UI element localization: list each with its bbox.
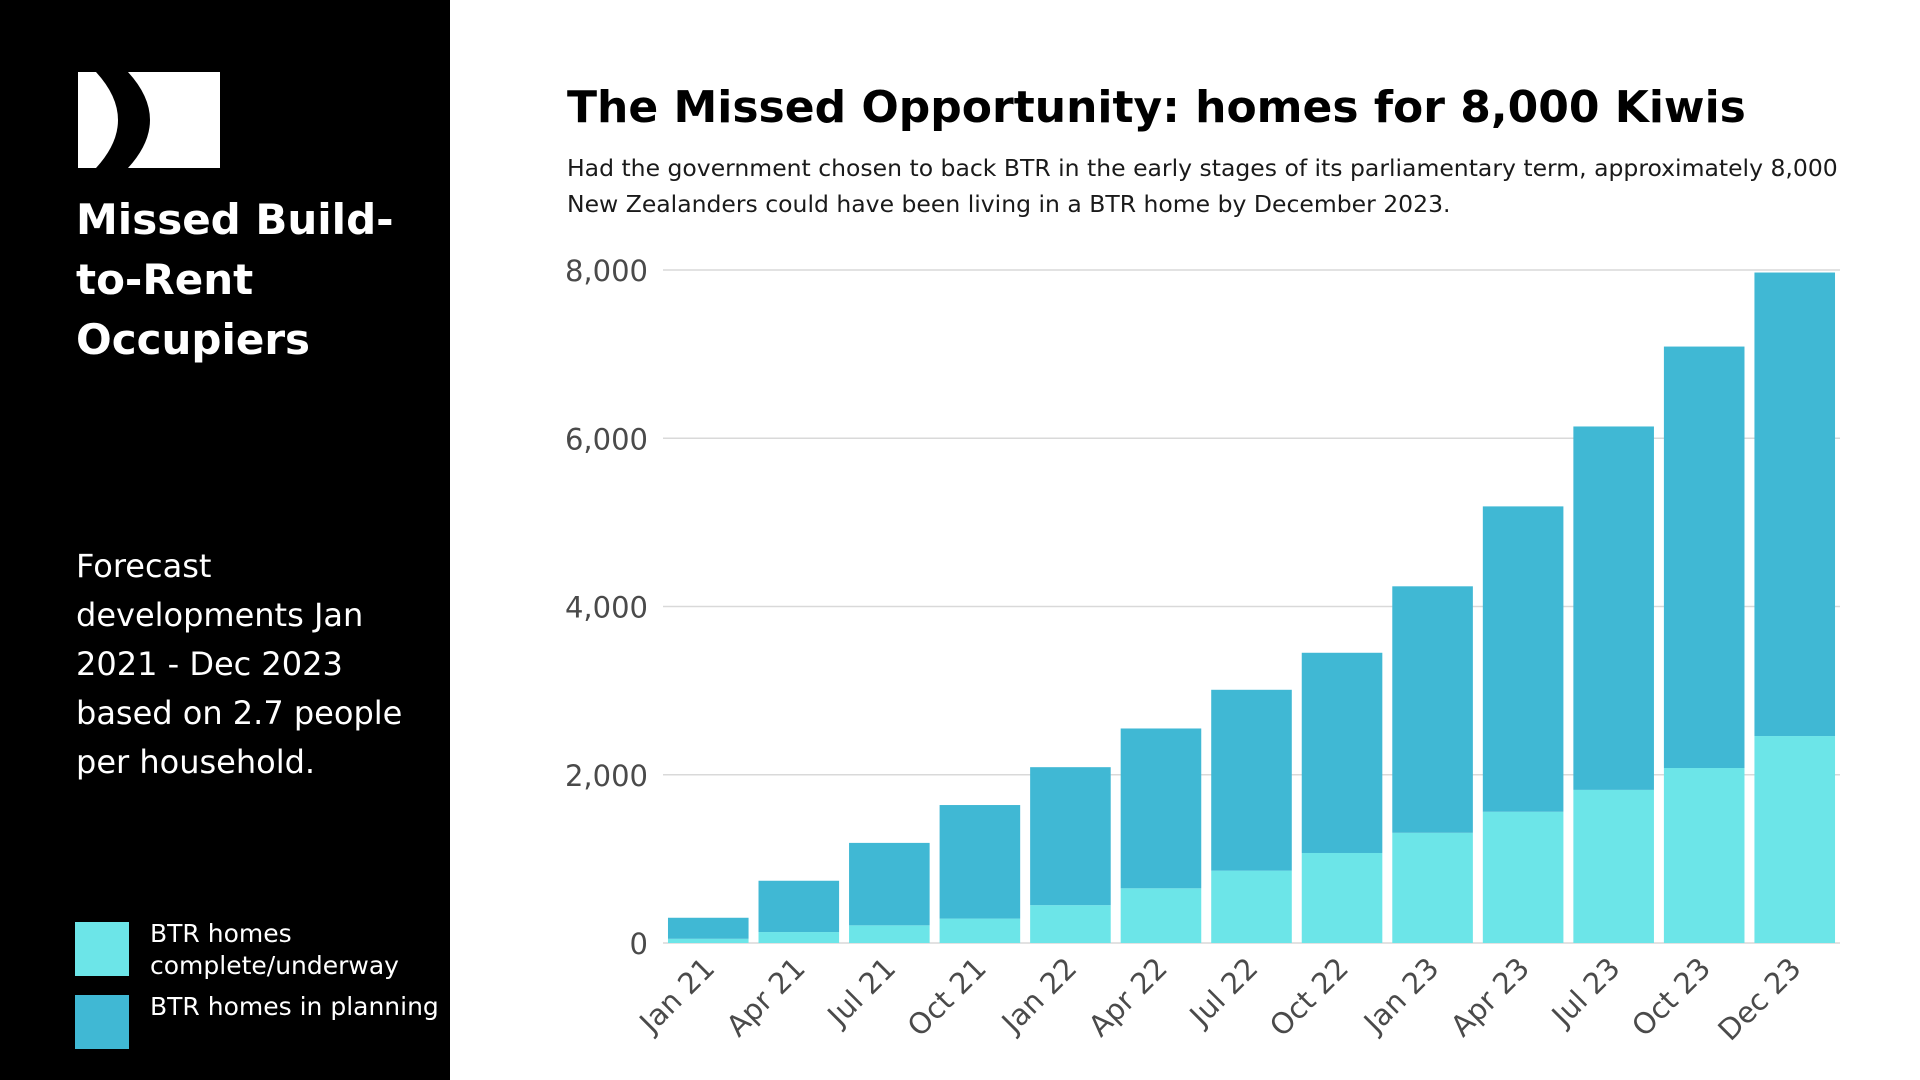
chart-subtitle: Had the government chosen to back BTR in… bbox=[567, 154, 1838, 218]
bar-complete-jan-21 bbox=[667, 938, 749, 943]
y-tick-label-4000: 4,000 bbox=[565, 591, 648, 625]
sidebar-title: Missed Build-to-Rent Occupiers bbox=[76, 195, 394, 364]
bar-planning-jan-21 bbox=[667, 917, 749, 939]
legend-swatch-complete bbox=[75, 922, 129, 976]
legend-label-planning: BTR homes in planning bbox=[150, 992, 439, 1021]
x-tick-label-apr-23: Apr 23 bbox=[1444, 951, 1536, 1043]
x-tick-label-jul-22: Jul 22 bbox=[1182, 951, 1265, 1034]
chart-title: The Missed Opportunity: homes for 8,000 … bbox=[567, 82, 1746, 133]
x-tick-label-jan-21: Jan 21 bbox=[632, 951, 722, 1041]
logo-icon bbox=[78, 72, 220, 168]
bar-complete-jul-22 bbox=[1211, 870, 1292, 943]
bar-planning-oct-21 bbox=[939, 805, 1021, 919]
bar-planning-dec-23 bbox=[1754, 272, 1836, 737]
bar-planning-apr-21 bbox=[758, 880, 840, 933]
x-tick-label-apr-22: Apr 22 bbox=[1082, 951, 1174, 1043]
bar-planning-jan-23 bbox=[1392, 586, 1473, 833]
x-tick-label-jul-21: Jul 21 bbox=[819, 951, 902, 1034]
legend-swatch-planning bbox=[75, 995, 129, 1049]
y-tick-label-0: 0 bbox=[630, 927, 648, 961]
bar-complete-dec-23 bbox=[1754, 736, 1836, 943]
bar-complete-jul-21 bbox=[849, 925, 930, 943]
bar-planning-apr-23 bbox=[1482, 506, 1564, 812]
x-tick-label-oct-23: Oct 23 bbox=[1625, 951, 1717, 1043]
bar-complete-jan-22 bbox=[1030, 905, 1111, 943]
x-tick-label-oct-21: Oct 21 bbox=[901, 951, 993, 1043]
x-tick-label-jul-23: Jul 23 bbox=[1544, 951, 1627, 1034]
y-tick-label-6000: 6,000 bbox=[565, 422, 648, 456]
x-tick-label-oct-22: Oct 22 bbox=[1263, 951, 1355, 1043]
bar-complete-oct-23 bbox=[1663, 768, 1745, 943]
legend-item-planning: BTR homes in planning bbox=[75, 992, 439, 1065]
bar-complete-apr-23 bbox=[1482, 811, 1564, 943]
y-tick-label-2000: 2,000 bbox=[565, 759, 648, 793]
bar-complete-oct-22 bbox=[1301, 852, 1383, 943]
bar-planning-oct-23 bbox=[1663, 346, 1745, 769]
y-axis-ticks: 0 2,000 4,000 6,000 8,000 bbox=[565, 254, 648, 961]
bar-complete-apr-22 bbox=[1120, 888, 1202, 943]
x-tick-label-dec-23: Dec 23 bbox=[1711, 951, 1807, 1047]
x-tick-label-jan-22: Jan 22 bbox=[994, 951, 1084, 1041]
sidebar-description: Forecast developments Jan 2021 - Dec 202… bbox=[76, 547, 403, 781]
bar-planning-jul-22 bbox=[1211, 689, 1292, 871]
x-tick-label-jan-23: Jan 23 bbox=[1356, 951, 1446, 1041]
y-tick-label-8000: 8,000 bbox=[565, 254, 648, 288]
bar-planning-oct-22 bbox=[1301, 652, 1383, 853]
x-tick-label-apr-21: Apr 21 bbox=[720, 951, 812, 1043]
bar-complete-jan-23 bbox=[1392, 832, 1473, 943]
bar-planning-apr-22 bbox=[1120, 728, 1202, 889]
sidebar: Missed Build-to-Rent Occupiers Forecast … bbox=[0, 0, 450, 1080]
bar-planning-jul-21 bbox=[849, 842, 930, 926]
legend-item-complete: BTR homes complete/underway bbox=[75, 919, 435, 992]
bar-complete-jul-23 bbox=[1573, 789, 1654, 943]
bar-planning-jul-23 bbox=[1573, 426, 1654, 790]
bar-planning-jan-22 bbox=[1030, 767, 1111, 906]
bar-complete-apr-21 bbox=[758, 932, 840, 943]
legend-label-complete: BTR homes complete/underway bbox=[150, 919, 399, 980]
bar-complete-oct-21 bbox=[939, 918, 1021, 943]
bars bbox=[667, 272, 1836, 943]
